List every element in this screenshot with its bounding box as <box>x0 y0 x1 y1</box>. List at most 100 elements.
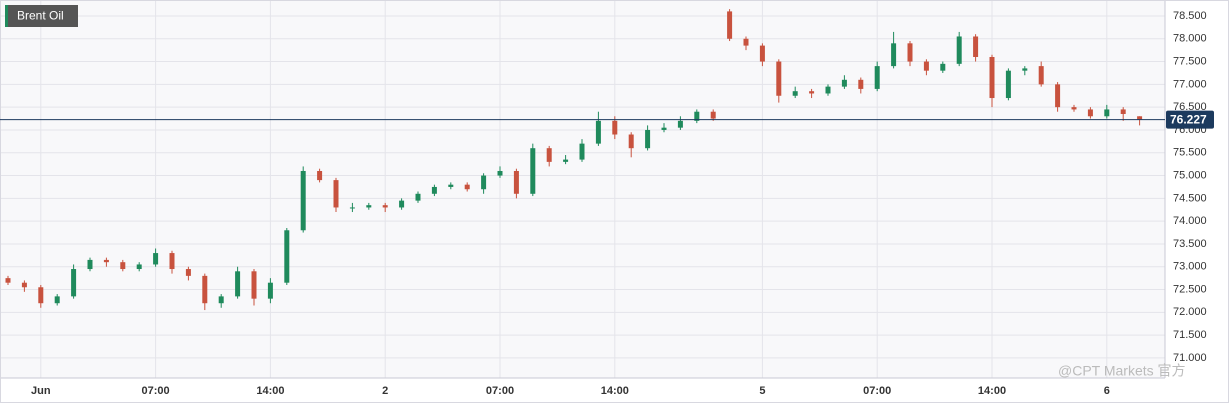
candle-body <box>907 43 913 62</box>
candle-body <box>1120 109 1126 114</box>
y-tick-label: 73.000 <box>1173 261 1207 273</box>
y-tick-label: 75.000 <box>1173 169 1207 181</box>
candle-body <box>891 43 897 67</box>
candle-body <box>1087 109 1093 117</box>
x-tick-label: 2 <box>382 385 388 397</box>
x-tick-label: 14:00 <box>601 385 629 397</box>
y-tick-label: 73.500 <box>1173 238 1207 250</box>
candle-body <box>989 56 995 99</box>
candle-body <box>661 127 667 130</box>
x-tick-label: 5 <box>759 385 765 397</box>
candle-body <box>185 269 191 276</box>
candle-body <box>136 264 142 270</box>
grid <box>0 0 1165 378</box>
candle-body <box>628 134 634 149</box>
candle-body <box>399 200 405 208</box>
candle-body <box>809 91 815 94</box>
candle-body <box>858 79 864 89</box>
candle-body <box>349 207 355 209</box>
y-tick-label: 74.500 <box>1173 192 1207 204</box>
candle-body <box>366 205 372 208</box>
candle-body <box>727 11 733 39</box>
legend-accent <box>5 5 8 27</box>
candle-body <box>431 186 437 194</box>
y-tick-label: 76.500 <box>1173 101 1207 113</box>
candle-body <box>415 193 421 201</box>
candle-body <box>612 120 618 135</box>
candle-body <box>1005 70 1011 99</box>
candle-body <box>792 91 798 96</box>
candle-body <box>38 287 44 304</box>
candle-body <box>1038 66 1044 85</box>
candle-body <box>300 170 306 231</box>
candle-body <box>21 282 27 288</box>
candle-body <box>71 269 77 297</box>
candle-body <box>333 180 339 208</box>
candle-body <box>284 230 290 283</box>
candle-body <box>153 253 159 265</box>
candle-body <box>956 36 962 64</box>
legend-title: Brent Oil <box>17 9 64 23</box>
last-price-label: 76.227 <box>1170 112 1207 126</box>
candle-body <box>382 205 388 208</box>
x-tick-label: 07:00 <box>142 385 170 397</box>
watermark: @CPT Markets 官方 <box>1058 363 1186 379</box>
y-tick-label: 72.500 <box>1173 283 1207 295</box>
candle-body <box>546 148 552 162</box>
candle-body <box>595 120 601 144</box>
candle-body <box>202 275 208 304</box>
candle-body <box>513 170 519 194</box>
candle-body <box>776 61 782 96</box>
candle-body <box>497 170 503 176</box>
legend-box <box>5 5 78 27</box>
x-tick-label: 07:00 <box>486 385 514 397</box>
candle-body <box>464 184 470 190</box>
candle-body <box>120 262 126 270</box>
candle-body <box>563 159 569 162</box>
candle-body <box>1104 109 1110 117</box>
candle-body <box>5 278 11 283</box>
candle-body <box>1071 107 1077 110</box>
candle-body <box>218 296 224 304</box>
candle-body <box>759 45 765 62</box>
candle-body <box>169 253 175 270</box>
x-tick-label: Jun <box>31 385 51 397</box>
candle-body <box>841 79 847 87</box>
candle-body <box>940 63 946 71</box>
candle-body <box>103 259 109 263</box>
x-tick-label: 07:00 <box>863 385 891 397</box>
candle-body <box>251 271 257 299</box>
y-tick-label: 72.000 <box>1173 306 1207 318</box>
candle-body <box>645 129 651 149</box>
candle-body <box>743 38 749 46</box>
y-tick-label: 77.000 <box>1173 78 1207 90</box>
y-tick-label: 78.000 <box>1173 33 1207 45</box>
last-price-badge <box>1166 110 1214 129</box>
candles <box>5 9 1143 311</box>
y-tick-label: 74.000 <box>1173 215 1207 227</box>
candle-body <box>579 143 585 160</box>
candle-body <box>54 296 60 304</box>
x-tick-label: 14:00 <box>256 385 284 397</box>
y-tick-label: 78.500 <box>1173 10 1207 22</box>
candle-body <box>448 184 454 187</box>
candle-body <box>710 111 716 119</box>
candle-body <box>481 175 487 190</box>
candle-body <box>825 86 831 94</box>
x-tick-label: 6 <box>1104 385 1110 397</box>
candle-body <box>694 111 700 121</box>
candle-body <box>267 282 273 299</box>
y-tick-label: 71.500 <box>1173 329 1207 341</box>
candle-body <box>87 259 93 270</box>
candle-body <box>677 120 683 128</box>
y-tick-label: 75.500 <box>1173 147 1207 159</box>
y-tick-label: 77.500 <box>1173 55 1207 67</box>
x-tick-label: 14:00 <box>978 385 1006 397</box>
candle-body <box>1022 68 1028 71</box>
candle-body <box>530 148 536 194</box>
candle-body <box>1137 116 1143 120</box>
y-tick-label: 71.000 <box>1173 352 1207 364</box>
candle-body <box>1055 84 1061 108</box>
